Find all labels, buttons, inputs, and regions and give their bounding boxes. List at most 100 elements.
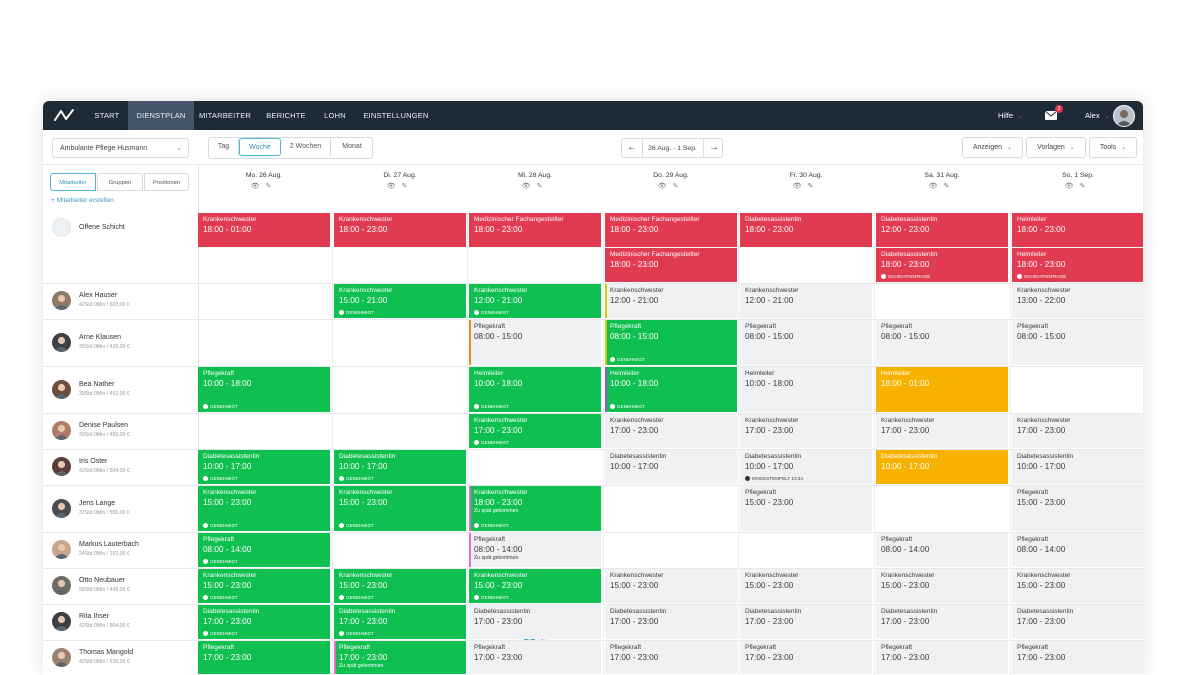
shift-block[interactable]: Pflegekraft 08:00 - 15:00 [876, 320, 1008, 365]
eye-icon[interactable]: 👁 [928, 183, 944, 190]
shift-block[interactable]: Pflegekraft 08:00 - 14:00 [1012, 533, 1143, 567]
view-week[interactable]: Woche [239, 138, 281, 156]
app-logo-icon[interactable] [53, 107, 75, 123]
shift-block[interactable]: Krankenschwester 15:00 - 23:00 [605, 569, 737, 603]
shift-block[interactable]: Diabetesassistentin 17:00 - 23:00 [740, 605, 872, 639]
employee-row[interactable]: Markus Lauterbach 24Std 0Min / 192,00 € [43, 532, 198, 568]
edit-icon[interactable]: ✎ [401, 183, 414, 190]
shift-block[interactable]: Krankenschwester 18:00 - 23:00 Zu spät gek… [469, 486, 601, 531]
shift-block[interactable]: Diabetesassistentin 10:00 - 17:00 GENEHMIG… [198, 450, 330, 484]
shift-block[interactable]: Diabetesassistentin 18:00 - 23:00 [740, 213, 872, 247]
shift-block[interactable]: Diabetesassistentin 18:00 - 23:00 SCHICHTA… [876, 248, 1008, 282]
tab-employees[interactable]: Mitarbeiter [50, 173, 96, 191]
employee-row[interactable]: Iris Oster 42Std 0Min / 504,00 € [43, 449, 198, 485]
edit-icon[interactable]: ✎ [807, 183, 820, 190]
edit-icon[interactable]: ✎ [672, 183, 685, 190]
shift-block[interactable]: Diabetesassistentin 10:00 - 17:00 GENEHMIG… [334, 450, 466, 484]
shift-block[interactable]: Krankenschwester 15:00 - 23:00 [740, 569, 872, 603]
shift-block[interactable]: Krankenschwester 15:00 - 23:00 GENEHMIGT [334, 486, 466, 531]
view-month[interactable]: Monat [342, 143, 362, 150]
shift-block[interactable]: Heimleiter 18:00 - 23:00 [1012, 213, 1143, 247]
tab-positions[interactable]: Positionen [144, 173, 189, 191]
nav-start[interactable]: START [94, 111, 120, 120]
view-two-weeks[interactable]: 2 Wochen [281, 138, 331, 156]
nav-mitarbeiter[interactable]: MITARBEITER [198, 111, 252, 120]
shift-block[interactable]: Pflegekraft 15:00 - 23:00 [740, 486, 872, 531]
shift-block[interactable]: Krankenschwester 15:00 - 23:00 [1012, 569, 1143, 603]
nav-dienstplan[interactable]: DIENSTPLAN [128, 101, 194, 130]
employee-row[interactable]: Denise Paulsen 30Std 0Min / 450,00 € [43, 413, 198, 449]
shift-block[interactable]: Pflegekraft 08:00 - 14:00 [876, 533, 1008, 567]
shift-block[interactable]: Pflegekraft 08:00 - 14:00 GENEHMIGT [198, 533, 330, 567]
shift-block[interactable]: Krankenschwester 13:00 - 22:00 [1012, 284, 1143, 318]
shift-block[interactable]: Diabetesassistentin 10:00 - 17:00 [1012, 450, 1143, 484]
shift-block[interactable]: Pflegekraft 17:00 - 23:00 [198, 641, 330, 674]
shift-block[interactable]: Krankenschwester 12:00 - 21:00 GENEHMIGT [469, 284, 601, 318]
shift-block[interactable]: Krankenschwester 17:00 - 23:00 [740, 414, 872, 448]
shift-block[interactable]: Pflegekraft 17:00 - 23:00 [1012, 641, 1143, 674]
nav-lohn[interactable]: LOHN [324, 111, 346, 120]
edit-icon[interactable]: ✎ [943, 183, 956, 190]
employee-row[interactable]: Rita Ihser 42Std 0Min / 504,00 € [43, 604, 198, 640]
shift-block[interactable]: Diabetesassistentin 17:00 - 23:00 GENEHMIG… [334, 605, 466, 639]
shift-block[interactable]: Diabetesassistentin 17:00 - 23:00 [876, 605, 1008, 639]
shift-block[interactable]: Diabetesassistentin 10:00 - 17:00 [876, 450, 1008, 484]
shift-block[interactable]: Krankenschwester 15:00 - 23:00 GENEHMIGT [198, 569, 330, 603]
edit-icon[interactable]: ✎ [536, 183, 549, 190]
edit-icon[interactable]: ✎ [265, 183, 278, 190]
shift-block[interactable]: Krankenschwester 15:00 - 23:00 GENEHMIGT [469, 569, 601, 603]
shift-block[interactable]: Pflegekraft 17:00 - 23:00 Zu spät gekommen [334, 641, 466, 674]
shift-block[interactable]: Diabetesassistentin 10:00 - 17:00 EINGESTE… [740, 450, 872, 484]
shift-block[interactable]: Heimleiter 10:00 - 18:00 [740, 367, 872, 412]
tools-button[interactable]: Tools ⌄ [1089, 137, 1137, 158]
shift-block[interactable]: Krankenschwester 15:00 - 23:00 [876, 569, 1008, 603]
shift-block[interactable]: Diabetesassistentin 12:00 - 23:00 [876, 213, 1008, 247]
shift-block[interactable]: Pflegekraft 15:00 - 23:00 [1012, 486, 1143, 531]
open-shifts-row[interactable]: Offene Schicht [43, 212, 198, 283]
view-day[interactable]: Tag [209, 138, 239, 156]
eye-icon[interactable]: 👁 [386, 183, 402, 190]
shift-block[interactable]: Medizinischer Fachangestellter 18:00 - 23… [605, 213, 737, 247]
shift-block[interactable]: Pflegekraft 08:00 - 15:00 GENEHMIGT [605, 320, 737, 365]
shift-block[interactable]: Medizinischer Fachangestellter 18:00 - 23… [469, 213, 601, 247]
shift-block[interactable]: Pflegekraft 10:00 - 18:00 GENEHMIGT [198, 367, 330, 412]
shift-block[interactable]: Diabetesassistentin 17:00 - 23:00 [605, 605, 737, 639]
employee-row[interactable]: Jens Lange 37Std 0Min / 555,00 € [43, 485, 198, 532]
shift-block[interactable]: Krankenschwester 18:00 - 23:00 [334, 213, 466, 247]
add-employee-link[interactable]: + Mitarbeiter erstellen [51, 197, 114, 204]
shift-block[interactable]: Pflegekraft 08:00 - 14:00 Zu spät gekommen [469, 533, 601, 567]
nav-einstellungen[interactable]: EINSTELLUNGEN [363, 111, 429, 120]
shift-block[interactable]: Pflegekraft 17:00 - 23:00 [605, 641, 737, 674]
eye-icon[interactable]: 👁 [521, 183, 537, 190]
employee-row[interactable]: Alex Hauser 42Std 0Min / 603,00 € [43, 283, 198, 319]
shift-block[interactable]: Medizinischer Fachangestellter 18:00 - 23… [605, 248, 737, 282]
shift-block[interactable]: Pflegekraft 17:00 - 23:00 [469, 641, 601, 674]
mail-icon[interactable] [1045, 111, 1057, 120]
nav-berichte[interactable]: BERICHTE [266, 111, 306, 120]
eye-icon[interactable]: 👁 [792, 183, 808, 190]
shift-block[interactable]: Krankenschwester 17:00 - 23:00 [876, 414, 1008, 448]
eye-icon[interactable]: 👁 [1064, 183, 1080, 190]
user-avatar[interactable] [1113, 105, 1135, 127]
shift-block[interactable]: Krankenschwester 17:00 - 23:00 GENEHMIGT [469, 414, 601, 448]
shift-block[interactable]: Pflegekraft 08:00 - 15:00 [1012, 320, 1143, 365]
edit-icon[interactable]: ✎ [1079, 183, 1092, 190]
shift-block[interactable]: Krankenschwester 12:00 - 21:00 [740, 284, 872, 318]
shift-block[interactable]: Pflegekraft 17:00 - 23:00 [876, 641, 1008, 674]
shift-block[interactable]: Diabetesassistentin 17:00 - 23:00 GENEHMIG… [198, 605, 330, 639]
shift-block[interactable]: Krankenschwester 18:00 - 01:00 [198, 213, 330, 247]
arrow-left-icon[interactable]: ← [622, 139, 643, 157]
location-select[interactable]: Ambulante Pflege Husmann ⌄ [52, 138, 189, 158]
shift-block[interactable]: Heimleiter 10:00 - 18:00 GENEHMIGT [605, 367, 737, 412]
shift-block[interactable]: Diabetesassistentin 17:00 - 23:00 [469, 605, 601, 639]
shift-block[interactable]: Krankenschwester 17:00 - 23:00 [1012, 414, 1143, 448]
shift-block[interactable]: Heimleiter 18:00 - 23:00 SCHICHTANFRAGE [1012, 248, 1143, 282]
shift-block[interactable]: Krankenschwester 17:00 - 23:00 [605, 414, 737, 448]
shift-block[interactable]: Krankenschwester 15:00 - 23:00 GENEHMIGT [334, 569, 466, 603]
employee-row[interactable]: Bea Nather 39Std 0Min / 492,00 € [43, 366, 198, 413]
eye-icon[interactable]: 👁 [250, 183, 266, 190]
shift-block[interactable]: Diabetesassistentin 10:00 - 17:00 [605, 450, 737, 484]
show-button[interactable]: Anzeigen ⌄ [962, 137, 1023, 158]
shift-block[interactable]: Pflegekraft 08:00 - 15:00 [740, 320, 872, 365]
shift-block[interactable]: Heimleiter 10:00 - 18:00 GENEHMIGT [469, 367, 601, 412]
